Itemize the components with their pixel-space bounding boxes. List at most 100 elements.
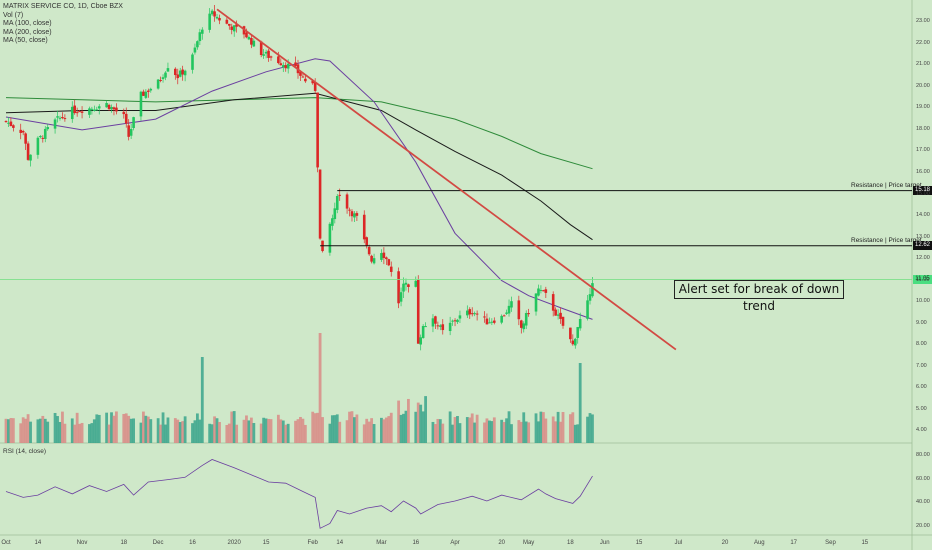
volume-bar bbox=[176, 419, 180, 443]
time-tick-label: Oct bbox=[1, 540, 11, 546]
candle-body bbox=[230, 26, 234, 30]
time-tick-label: 15 bbox=[635, 540, 643, 546]
candle-body bbox=[183, 70, 187, 76]
time-tick-label: 17 bbox=[790, 540, 797, 546]
price-tick-label: 7.00 bbox=[916, 362, 927, 369]
volume-bar bbox=[78, 423, 82, 443]
volume-bar bbox=[507, 411, 511, 443]
volume-bar bbox=[58, 421, 62, 443]
drawn-lines bbox=[0, 8, 912, 351]
indicator-ma50: MA (50, close) bbox=[3, 37, 48, 45]
volume-bar bbox=[571, 412, 575, 443]
volume-bar bbox=[191, 423, 194, 443]
candle-body bbox=[78, 111, 81, 113]
candle-body bbox=[284, 65, 288, 69]
volume-bar bbox=[281, 420, 285, 443]
volume-bar bbox=[335, 414, 339, 443]
price-tick-label: 13.00 bbox=[916, 233, 930, 240]
volume-bar bbox=[397, 400, 401, 443]
volume-bar bbox=[56, 416, 59, 443]
volume-bar bbox=[588, 413, 592, 443]
volume-bar bbox=[29, 421, 32, 443]
volume-bar bbox=[173, 418, 177, 443]
volume-bar bbox=[230, 411, 234, 443]
rsi-label: RSI (14, close) bbox=[3, 448, 46, 455]
volume-bar bbox=[43, 418, 47, 443]
candle-body bbox=[281, 65, 285, 68]
candle-body bbox=[517, 300, 521, 320]
candle-body bbox=[129, 128, 133, 136]
volume-bar bbox=[456, 416, 459, 443]
price-tick-label: 14.00 bbox=[916, 212, 930, 219]
candle-body bbox=[534, 293, 538, 312]
volume-bar bbox=[578, 363, 582, 443]
alert-annotation[interactable]: Alert set for break of down trend bbox=[674, 280, 844, 313]
candle-body bbox=[365, 237, 369, 246]
volume-bar bbox=[286, 423, 290, 443]
volume-bar bbox=[365, 418, 369, 443]
price-tick-label: 11.00 bbox=[916, 276, 930, 283]
time-tick-label: Sep bbox=[825, 540, 836, 546]
volume-bar bbox=[387, 416, 391, 443]
volume-bar bbox=[26, 414, 30, 443]
rsi-tick-label: 60.00 bbox=[916, 475, 930, 482]
ma200-line bbox=[5, 97, 593, 170]
candle-body bbox=[39, 135, 42, 138]
candle-body bbox=[19, 129, 23, 133]
volume-bar bbox=[301, 418, 305, 443]
rsi-tick-label: 40.00 bbox=[916, 499, 930, 506]
volume-bar bbox=[333, 415, 337, 443]
candle-body bbox=[63, 118, 67, 120]
volume-bar bbox=[345, 420, 349, 443]
volume-bar bbox=[95, 414, 99, 443]
candle-body bbox=[556, 314, 560, 316]
time-tick-label: 16 bbox=[189, 540, 196, 546]
candle-body bbox=[380, 253, 383, 260]
ma50-line bbox=[5, 58, 593, 320]
time-tick-label: 14 bbox=[34, 540, 42, 546]
time-tick-label: 15 bbox=[262, 540, 270, 546]
volume-bar bbox=[370, 418, 374, 443]
volume-bar bbox=[92, 419, 96, 443]
volume-bar bbox=[124, 413, 128, 443]
candle-body bbox=[58, 117, 62, 119]
volume-bar bbox=[9, 418, 13, 443]
volume-bar bbox=[522, 412, 526, 443]
volume-bar bbox=[232, 411, 236, 443]
time-tick-label: 2020 bbox=[227, 540, 241, 546]
volume-bar bbox=[407, 398, 410, 443]
candle-body bbox=[350, 211, 354, 217]
volume-bar bbox=[107, 424, 111, 443]
candle-body bbox=[542, 290, 545, 292]
volume-bar bbox=[294, 420, 297, 443]
candle-body bbox=[510, 301, 513, 308]
volume-bar bbox=[110, 412, 113, 443]
candle-body bbox=[316, 92, 319, 168]
volume-bar bbox=[539, 411, 543, 443]
candle-body bbox=[500, 315, 503, 323]
candle-body bbox=[385, 257, 388, 260]
volume-bar bbox=[453, 417, 457, 443]
candle-body bbox=[551, 294, 555, 311]
candle-body bbox=[93, 109, 96, 111]
candle-body bbox=[235, 24, 238, 27]
time-tick-label: Jul bbox=[674, 540, 683, 546]
time-tick-label: Mar bbox=[376, 540, 387, 546]
candle-body bbox=[9, 121, 13, 126]
volume-bar bbox=[537, 421, 540, 443]
candle-body bbox=[267, 50, 270, 58]
candle-body bbox=[387, 259, 391, 266]
volume-bar bbox=[541, 412, 545, 443]
candle-body bbox=[164, 72, 167, 78]
volume-bar bbox=[576, 424, 580, 443]
candle-body bbox=[53, 119, 57, 129]
candle-body bbox=[159, 79, 162, 81]
candle-body bbox=[468, 309, 472, 315]
volume-bar bbox=[218, 421, 221, 443]
volume-bar bbox=[561, 412, 565, 443]
time-tick-label: Apr bbox=[450, 540, 460, 546]
candle-body bbox=[519, 320, 523, 328]
candle-body bbox=[166, 68, 170, 72]
volume-bar bbox=[242, 419, 246, 443]
candle-body bbox=[90, 108, 94, 110]
